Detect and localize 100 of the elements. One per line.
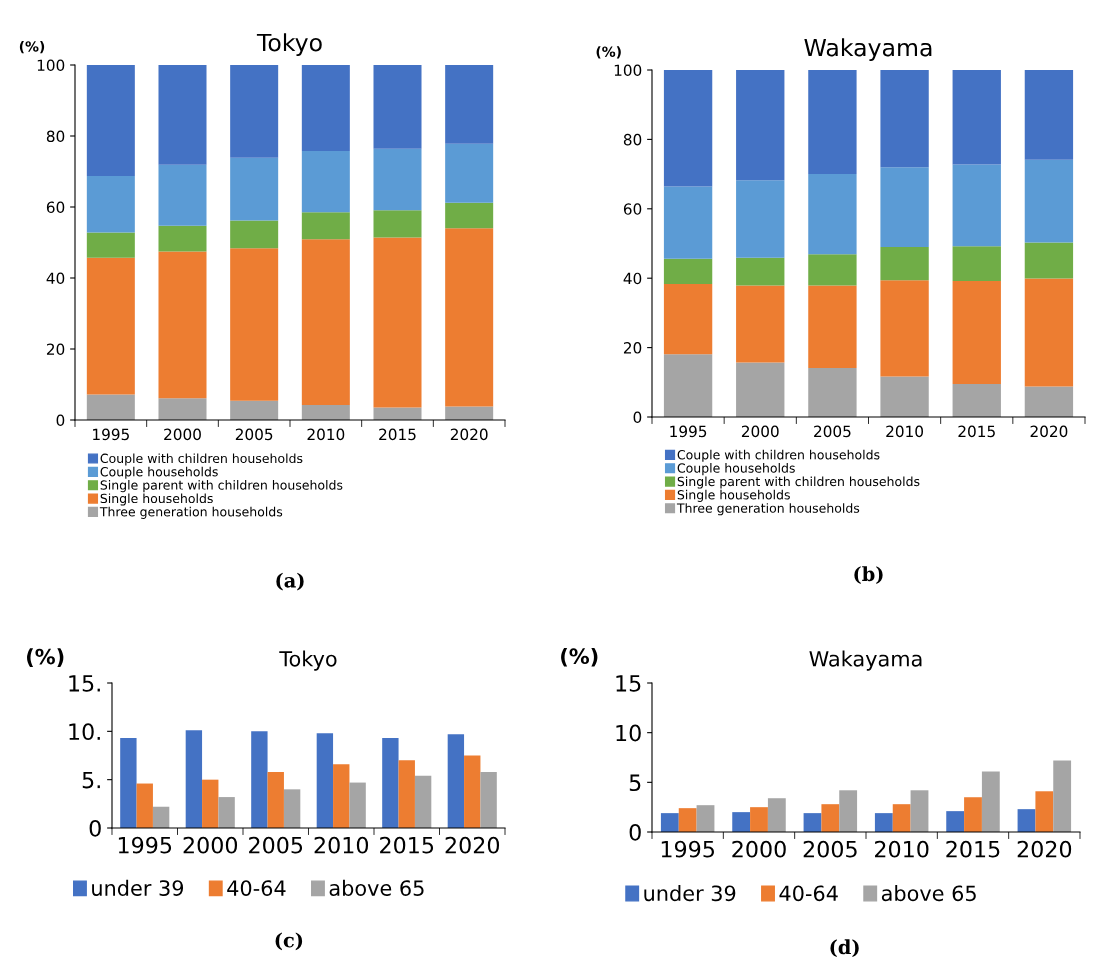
bar (398, 760, 415, 828)
y-tick-label: 5 (629, 774, 641, 792)
legend-label: Single parent with children households (100, 480, 343, 493)
bar (663, 70, 713, 187)
bar (251, 731, 268, 828)
bar (767, 798, 786, 832)
legend-label: 40-64 (779, 885, 838, 902)
bar (750, 807, 768, 832)
bar (952, 246, 1001, 281)
x-tick-label: 2005 (235, 428, 273, 441)
y-tick-label: 10 (616, 724, 641, 742)
bar (464, 755, 481, 828)
y-tick-label: 60 (46, 201, 65, 214)
bar (678, 808, 697, 832)
bar (283, 789, 301, 828)
x-tick-label: 2010 (307, 428, 345, 441)
y-tick-label: 60 (623, 203, 642, 215)
bar (964, 797, 982, 832)
legend-label: under 39 (92, 879, 184, 896)
bar (301, 150, 350, 213)
bar (301, 212, 350, 240)
x-tick-label: 1995 (93, 428, 129, 441)
x-tick-label: 2015 (379, 428, 416, 441)
bar (874, 813, 893, 832)
bar (230, 248, 279, 401)
text: (d) (830, 939, 859, 958)
bar (218, 797, 235, 828)
bar (86, 176, 135, 233)
y-axis-title: (%) (19, 40, 45, 54)
bar (1017, 809, 1036, 832)
y-tick-label: 20 (46, 343, 65, 356)
y-tick-label: 100 (614, 64, 642, 77)
bar (230, 65, 279, 158)
x-tick-label: 1995 (670, 425, 707, 438)
bar (808, 368, 857, 417)
y-tick-label: 5. (82, 771, 100, 789)
x-tick-label: 2020 (445, 836, 500, 854)
y-tick-label: 15. (69, 675, 100, 692)
bar (910, 790, 929, 832)
bar (86, 232, 135, 258)
bar (202, 779, 219, 828)
text: (b) (854, 566, 883, 585)
bar (880, 280, 929, 377)
bar (663, 258, 713, 285)
bar (414, 775, 432, 828)
x-tick-label: 2000 (183, 836, 238, 854)
y-tick-label: 0 (56, 414, 65, 427)
bar (158, 65, 207, 165)
y-tick-label: 40 (623, 272, 642, 285)
x-tick-label: 1995 (118, 836, 172, 854)
bar (952, 164, 1001, 247)
bar (808, 285, 857, 369)
bar (373, 237, 422, 408)
x-tick-label: 1995 (661, 840, 714, 858)
y-tick-label: 15 (616, 675, 641, 692)
bar (663, 186, 713, 259)
bar (1035, 791, 1054, 832)
y-axis-title: (%) (561, 647, 598, 667)
x-tick-label: 2020 (450, 428, 488, 441)
x-tick-label: 2005 (803, 840, 857, 858)
bar (445, 228, 494, 407)
y-axis-title: (%) (27, 648, 64, 667)
y-tick-label: 0 (629, 823, 641, 841)
text: (a) (276, 572, 304, 591)
bar (230, 220, 279, 249)
bar (158, 164, 207, 226)
bar (445, 65, 494, 144)
bar (86, 65, 135, 177)
legend-label: 40-64 (227, 880, 286, 896)
x-tick-label: 2020 (1030, 425, 1068, 438)
bar (663, 284, 713, 355)
bar (480, 771, 497, 828)
x-tick-label: 2000 (732, 840, 786, 858)
x-tick-label: 2000 (741, 425, 779, 438)
x-tick-label: 2015 (380, 836, 434, 854)
legend-label: above 65 (329, 879, 424, 896)
bar (1053, 760, 1072, 832)
bar (158, 251, 207, 399)
bar (185, 730, 203, 828)
bar (86, 394, 135, 420)
bar (230, 400, 279, 420)
bar (230, 157, 279, 221)
bar (808, 254, 857, 286)
chart-title: Wakayama (809, 650, 922, 671)
bar (373, 148, 422, 211)
legend-label: Couple households (100, 466, 218, 479)
bar (732, 812, 751, 832)
x-tick-label: 2020 (1017, 840, 1072, 858)
bar (316, 733, 334, 828)
legend-label: Couple households (677, 463, 795, 476)
bar (880, 70, 929, 168)
bar (267, 771, 284, 828)
bar (803, 813, 822, 832)
bar (158, 398, 207, 420)
y-tick-label: 0 (633, 411, 642, 424)
legend-label: Three generation households (99, 506, 283, 519)
bar (1024, 159, 1074, 243)
x-tick-label: 2015 (958, 425, 995, 438)
text: (c) (275, 932, 303, 951)
bar (1024, 278, 1074, 387)
